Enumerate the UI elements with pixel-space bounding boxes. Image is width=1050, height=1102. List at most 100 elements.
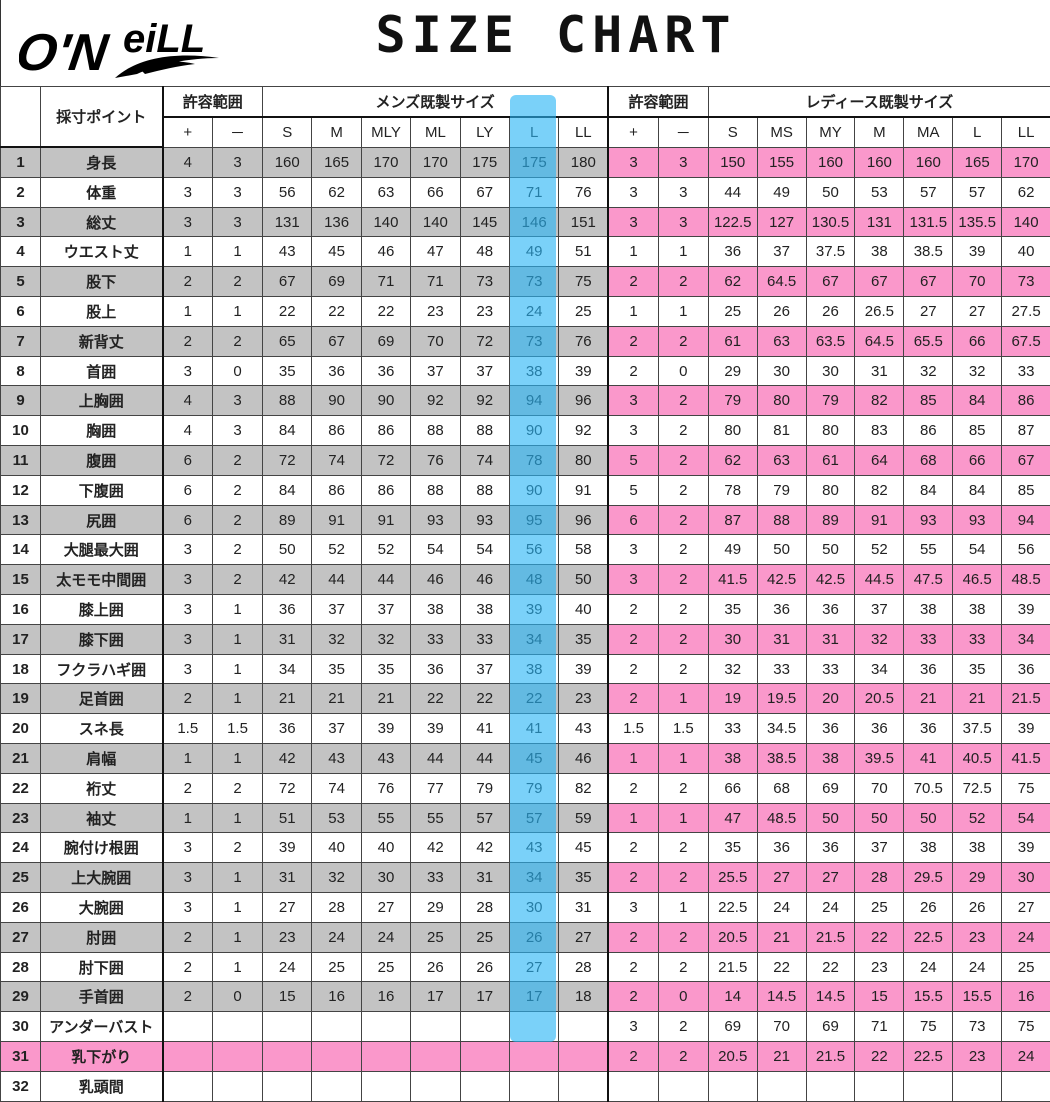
header-ladies-size: L xyxy=(953,117,1002,147)
ladies-size-cell: 52 xyxy=(953,803,1002,833)
mens-size-cell: 24 xyxy=(312,922,361,952)
mens-size-cell: 26 xyxy=(509,922,558,952)
mens-tolerance-cell: 2 xyxy=(163,267,213,297)
ladies-size-cell: 32 xyxy=(708,654,757,684)
ladies-size-cell xyxy=(806,1071,855,1101)
measure-point: 大腕囲 xyxy=(41,893,163,923)
row-number: 14 xyxy=(1,535,41,565)
mens-size-cell: 90 xyxy=(361,386,410,416)
ladies-size-cell: 65.5 xyxy=(904,326,953,356)
row-number: 30 xyxy=(1,1012,41,1042)
ladies-size-cell: 14 xyxy=(708,982,757,1012)
ladies-size-cell: 140 xyxy=(1002,207,1050,237)
ladies-size-cell: 27 xyxy=(1002,893,1050,923)
mens-size-cell: 43 xyxy=(509,833,558,863)
mens-tolerance-cell: 3 xyxy=(163,654,213,684)
mens-size-cell: 32 xyxy=(361,624,410,654)
ladies-size-cell: 70 xyxy=(757,1012,806,1042)
header-mens-sizes: メンズ既製サイズ xyxy=(263,87,609,117)
ladies-size-cell: 165 xyxy=(953,147,1002,177)
ladies-size-cell: 30 xyxy=(757,356,806,386)
ladies-tolerance-cell: 2 xyxy=(658,624,708,654)
ladies-size-cell: 22.5 xyxy=(904,922,953,952)
mens-size-cell: 86 xyxy=(312,416,361,446)
row-number: 6 xyxy=(1,297,41,327)
mens-size-cell: 39 xyxy=(411,714,460,744)
ladies-tolerance-cell: 2 xyxy=(658,565,708,595)
ladies-tolerance-cell: 2 xyxy=(658,267,708,297)
row-number: 11 xyxy=(1,446,41,476)
ladies-size-cell: 131.5 xyxy=(904,207,953,237)
ladies-size-cell: 150 xyxy=(708,147,757,177)
ladies-size-cell: 39 xyxy=(1002,595,1050,625)
ladies-tolerance-cell: 1.5 xyxy=(658,714,708,744)
measure-point: 体重 xyxy=(41,177,163,207)
ladies-tolerance-cell: 2 xyxy=(608,624,658,654)
ladies-size-cell: 14.5 xyxy=(757,982,806,1012)
page-title: SIZE CHART xyxy=(1,6,1050,64)
mens-size-cell: 21 xyxy=(361,684,410,714)
ladies-size-cell: 48.5 xyxy=(1002,565,1050,595)
mens-size-cell: 38 xyxy=(411,595,460,625)
mens-size-cell: 86 xyxy=(361,416,410,446)
ladies-size-cell: 75 xyxy=(904,1012,953,1042)
ladies-tolerance-cell: 2 xyxy=(608,922,658,952)
mens-size-cell: 22 xyxy=(312,297,361,327)
mens-size-cell xyxy=(263,1012,312,1042)
ladies-size-cell: 24 xyxy=(757,893,806,923)
ladies-size-cell: 37.5 xyxy=(953,714,1002,744)
ladies-size-cell xyxy=(757,1071,806,1101)
mens-tolerance-cell: 1.5 xyxy=(213,714,263,744)
ladies-size-cell: 50 xyxy=(855,803,904,833)
ladies-size-cell: 48.5 xyxy=(757,803,806,833)
mens-size-cell: 76 xyxy=(559,326,608,356)
ladies-size-cell: 29.5 xyxy=(904,863,953,893)
ladies-size-cell: 16 xyxy=(1002,982,1050,1012)
ladies-tolerance-cell: 3 xyxy=(608,177,658,207)
ladies-size-cell: 36 xyxy=(904,714,953,744)
mens-size-cell: 24 xyxy=(263,952,312,982)
ladies-size-cell xyxy=(855,1071,904,1101)
mens-size-cell: 40 xyxy=(361,833,410,863)
mens-size-cell: 140 xyxy=(411,207,460,237)
mens-size-cell: 36 xyxy=(263,595,312,625)
mens-size-cell: 23 xyxy=(263,922,312,952)
mens-size-cell: 35 xyxy=(559,863,608,893)
mens-size-cell: 35 xyxy=(361,654,410,684)
ladies-tolerance-cell: 2 xyxy=(658,952,708,982)
mens-size-cell: 180 xyxy=(559,147,608,177)
header-mens-size: L xyxy=(509,117,558,147)
mens-tolerance-cell: 1 xyxy=(163,237,213,267)
ladies-size-cell: 33 xyxy=(757,654,806,684)
measure-point: 太モモ中間囲 xyxy=(41,565,163,595)
ladies-tolerance-cell: 2 xyxy=(608,267,658,297)
ladies-size-cell: 24 xyxy=(953,952,1002,982)
mens-size-cell: 39 xyxy=(361,714,410,744)
mens-size-cell: 42 xyxy=(263,565,312,595)
row-number: 8 xyxy=(1,356,41,386)
ladies-size-cell: 27.5 xyxy=(1002,297,1050,327)
ladies-size-cell: 21.5 xyxy=(708,952,757,982)
ladies-size-cell: 63.5 xyxy=(806,326,855,356)
ladies-size-cell: 84 xyxy=(953,386,1002,416)
mens-size-cell: 37 xyxy=(361,595,410,625)
mens-size-cell: 74 xyxy=(312,773,361,803)
ladies-size-cell: 86 xyxy=(904,416,953,446)
mens-tolerance-cell: 1 xyxy=(163,803,213,833)
ladies-size-cell: 122.5 xyxy=(708,207,757,237)
mens-tolerance-cell: 1.5 xyxy=(163,714,213,744)
ladies-size-cell: 170 xyxy=(1002,147,1050,177)
ladies-size-cell: 85 xyxy=(904,386,953,416)
ladies-size-cell: 21.5 xyxy=(806,922,855,952)
ladies-size-cell: 89 xyxy=(806,505,855,535)
mens-tolerance-cell: 4 xyxy=(163,147,213,177)
mens-size-cell xyxy=(411,1012,460,1042)
mens-size-cell: 42 xyxy=(263,744,312,774)
ladies-size-cell: 57 xyxy=(953,177,1002,207)
mens-size-cell xyxy=(460,1071,509,1101)
